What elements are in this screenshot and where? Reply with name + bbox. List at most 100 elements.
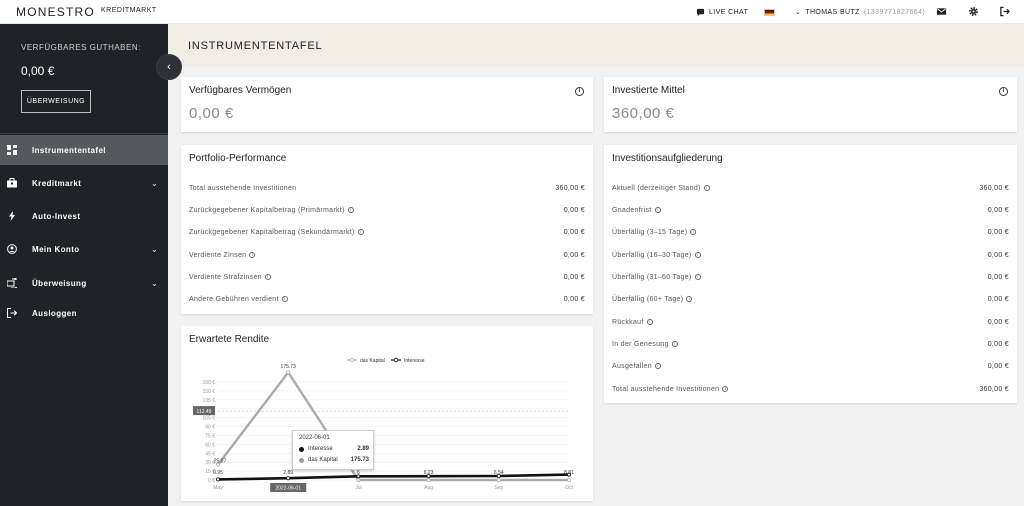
y-tick-label: 75 €: [205, 433, 215, 439]
row-label: Überfällig (16–30 Tage): [612, 251, 692, 259]
data-point: [426, 474, 431, 479]
info-icon[interactable]: i: [999, 87, 1008, 96]
chevron-down-icon: ⌄: [795, 9, 802, 16]
list-item: Gnadenfrist i: [612, 203, 661, 217]
sidebar-item-instrumententafel[interactable]: Instrumententafel: [0, 135, 168, 165]
expected-return-chart[interactable]: 0 €15 €30 €45 €60 €75 €90 €105 €120 €135…: [181, 326, 593, 501]
invested-funds-value: 360,00 €: [612, 105, 675, 122]
gear-icon[interactable]: [968, 6, 979, 17]
x-tick-label: Oct: [565, 485, 573, 491]
row-label: Zurückgegebener Kapitalbetrag (Sekundärm…: [189, 228, 355, 236]
row-label: Überfällig (3–15 Tage): [612, 228, 688, 236]
list-item: Überfällig (3–15 Tage) i: [612, 225, 697, 239]
data-label: 6: [357, 470, 360, 476]
invested-funds-card: Investierte Mittel 360,00 € i: [604, 77, 1017, 132]
info-icon[interactable]: i: [347, 207, 354, 213]
info-icon[interactable]: i: [249, 252, 256, 258]
info-icon[interactable]: i: [690, 229, 697, 235]
info-icon[interactable]: i: [654, 207, 661, 213]
info-icon[interactable]: i: [722, 386, 729, 392]
info-icon[interactable]: i: [703, 185, 710, 191]
live-chat-label: LIVE CHAT: [709, 8, 749, 16]
legend-label: das Kapital: [360, 358, 385, 364]
sidebar-item-auto-invest[interactable]: Auto-Invest: [0, 201, 168, 231]
list-item: Überfällig (60+ Tage) i: [612, 292, 693, 306]
series-line-interesse: [217, 473, 570, 481]
mail-icon[interactable]: [936, 6, 947, 17]
chart-title: Erwartete Rendite: [189, 334, 270, 345]
row-value: 0,00 €: [987, 362, 1009, 370]
chevron-left-icon: ‹: [167, 61, 171, 73]
list-item: Total ausstehende Investitionen i: [612, 382, 729, 396]
available-assets-card: Verfügbares Vermögen 0,00 € i: [181, 77, 593, 132]
info-icon[interactable]: i: [357, 229, 364, 235]
series-line-kapital: [217, 371, 569, 482]
row-value: 360,00 €: [979, 385, 1009, 393]
sidebar: VERFÜGBARES GUTHABEN: 0,00 € ÜBERWEISUNG…: [0, 24, 168, 506]
row-value: 360,00 €: [979, 184, 1009, 192]
row-label: Aktuell (derzeitiger Stand): [612, 184, 701, 192]
list-item: Überfällig (31–60 Tage) i: [612, 270, 701, 284]
sidebar-item-kreditmarkt[interactable]: Kreditmarkt ⌄: [0, 168, 168, 198]
list-item: Total ausstehende Investitionen: [189, 181, 296, 195]
tooltip-row: das Kapital 175.73: [299, 456, 369, 464]
sidebar-item-label: Instrumententafel: [32, 145, 106, 155]
info-icon[interactable]: i: [694, 252, 701, 258]
live-chat-button[interactable]: LIVE CHAT: [696, 0, 748, 24]
tooltip-row: Interesse 2.89: [299, 445, 369, 453]
y-tick-label: 45 €: [205, 451, 215, 457]
flag-icon: [764, 8, 775, 16]
row-value: 360,00 €: [555, 184, 585, 192]
info-icon[interactable]: i: [281, 296, 288, 302]
investment-breakdown-card: Investitionsaufgliederung Aktuell (derze…: [604, 145, 1017, 403]
data-point: [286, 476, 291, 481]
info-icon[interactable]: i: [686, 296, 693, 302]
sidebar-item-ueberweisung[interactable]: Überweisung ⌄: [0, 268, 168, 298]
row-value: 0,00 €: [563, 206, 585, 214]
data-point: [496, 477, 501, 482]
sidebar-item-mein-konto[interactable]: Mein Konto ⌄: [0, 234, 168, 264]
data-point: [216, 462, 221, 467]
row-label: In der Genesung: [612, 340, 669, 348]
y-tick-label: 135 €: [202, 398, 215, 404]
balance-value: 0,00 €: [21, 64, 55, 78]
page-title: INSTRUMENTENTAFEL: [188, 40, 323, 52]
info-icon[interactable]: i: [264, 274, 271, 280]
logo[interactable]: MONESTRO: [16, 5, 95, 19]
list-item: Andere Gebühren verdient i: [189, 292, 288, 306]
user-menu[interactable]: ⌄ THOMAS BUTZ (1339771827664): [795, 0, 925, 24]
briefcase-icon: [7, 178, 17, 188]
row-value: 0,00 €: [987, 251, 1009, 259]
legend-dot: [299, 446, 304, 452]
data-point: [566, 477, 571, 482]
user-id: (1339771827664): [863, 8, 926, 16]
card-title: Investierte Mittel: [612, 85, 685, 96]
info-icon[interactable]: i: [575, 87, 584, 96]
row-value: 0,00 €: [563, 295, 585, 303]
transfer-button[interactable]: ÜBERWEISUNG: [21, 90, 91, 113]
row-value: 0,00 €: [563, 273, 585, 281]
sidebar-item-ausloggen[interactable]: Ausloggen: [0, 298, 168, 328]
info-icon[interactable]: i: [671, 341, 678, 347]
legend-marker: [393, 357, 399, 363]
info-icon[interactable]: i: [694, 274, 701, 280]
data-label: 6.54: [494, 470, 504, 476]
y-tick-label: 90 €: [205, 425, 215, 431]
logout-icon: [7, 308, 17, 318]
nav-kreditmarkt[interactable]: KREDITMARKT: [101, 7, 157, 14]
info-icon[interactable]: i: [654, 363, 661, 369]
lightning-icon: [9, 211, 15, 221]
legend-marker: [349, 357, 355, 363]
data-point: [356, 474, 361, 479]
sidebar-collapse-button[interactable]: ‹: [156, 54, 182, 80]
language-flag[interactable]: [764, 0, 775, 24]
row-value: 0,00 €: [987, 273, 1009, 281]
data-point: [566, 472, 571, 477]
y-tick-label: 160 €: [202, 380, 215, 386]
info-icon[interactable]: i: [646, 319, 653, 325]
x-tick-label: Aug: [424, 485, 433, 491]
card-title: Portfolio-Performance: [189, 153, 287, 164]
crosshair-label: 112.49: [197, 409, 212, 415]
logout-icon[interactable]: [999, 6, 1010, 17]
data-point: [216, 477, 221, 482]
